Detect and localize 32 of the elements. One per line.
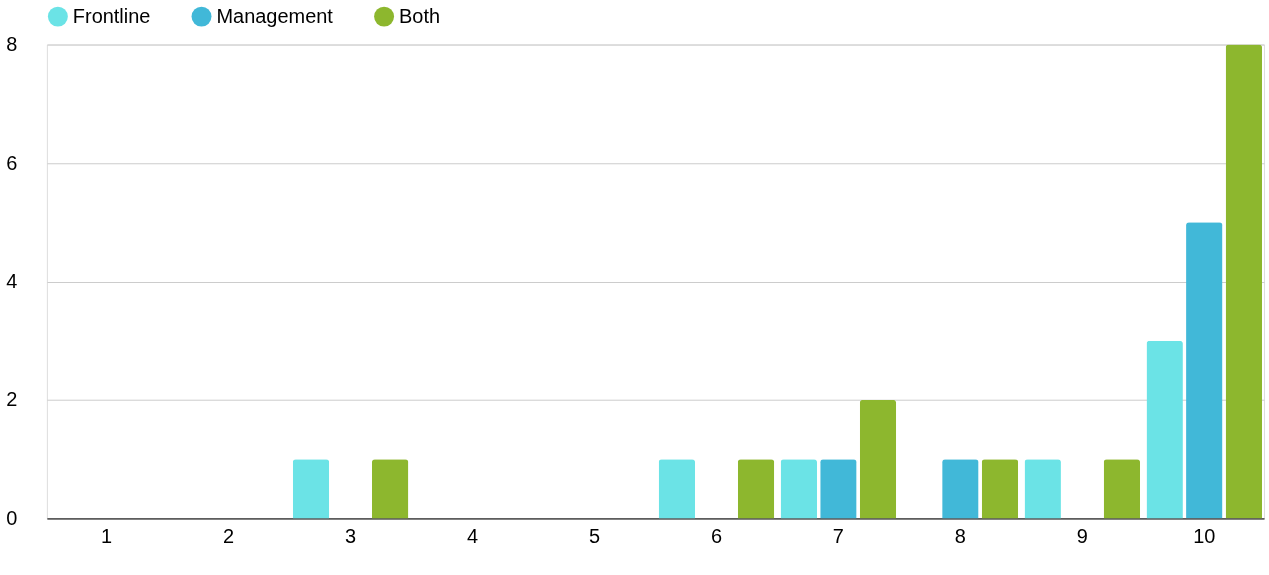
- legend-label: Management: [216, 4, 334, 27]
- legend-label: Frontline: [72, 4, 151, 27]
- bar: [658, 459, 696, 519]
- x-tick-label: 3: [345, 524, 357, 547]
- bar: [981, 459, 1019, 519]
- y-tick-label: 6: [6, 151, 18, 174]
- legend-label: Both: [399, 4, 441, 27]
- bar: [737, 459, 775, 519]
- bar: [1024, 459, 1061, 519]
- bar: [1103, 459, 1141, 519]
- bar: [371, 459, 409, 519]
- y-tick-label: 2: [6, 388, 18, 411]
- y-tick-label: 4: [6, 269, 18, 292]
- x-tick-label: 8: [954, 524, 966, 547]
- bar: [820, 459, 857, 519]
- x-tick-label: 5: [588, 524, 601, 547]
- x-tick-label: 1: [101, 524, 113, 547]
- x-tick-label: 2: [223, 524, 235, 547]
- bar: [1186, 222, 1223, 519]
- bar: [292, 459, 330, 519]
- x-tick-label: 10: [1193, 524, 1216, 547]
- bar: [942, 459, 979, 519]
- x-tick-label: 7: [832, 524, 844, 547]
- x-tick-label: 6: [710, 524, 722, 547]
- y-tick-label: 8: [6, 33, 18, 56]
- bar: [780, 459, 818, 519]
- x-tick-label: 4: [466, 524, 479, 547]
- y-tick-label: 0: [6, 506, 18, 529]
- x-tick-label: 9: [1076, 524, 1088, 547]
- bar: [1146, 340, 1183, 519]
- bar: [859, 399, 897, 519]
- bar: [1225, 44, 1263, 519]
